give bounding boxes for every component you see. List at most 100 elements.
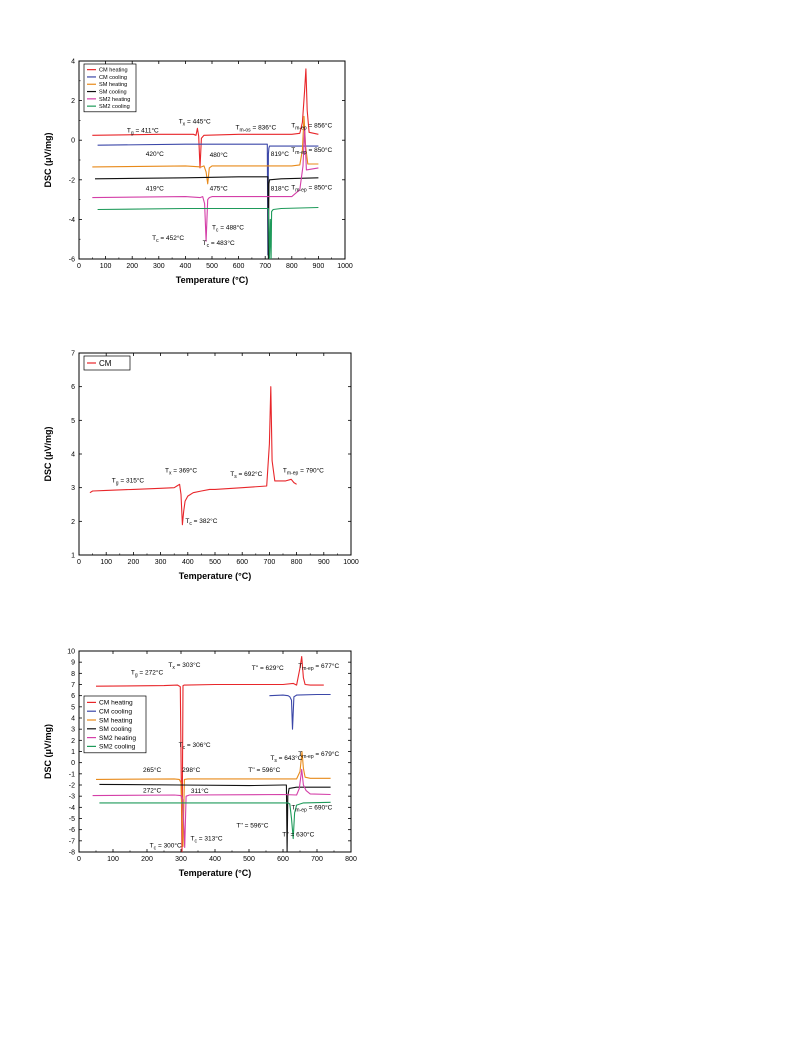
y-tick-label: 5	[71, 418, 75, 425]
y-tick-label: 8	[71, 671, 75, 678]
y-axis-label: DSC (μV/mg)	[43, 724, 53, 779]
series-group	[92, 656, 331, 852]
annotation-label: Tc = 382°C	[185, 517, 217, 527]
annotation-label: Tc = 313°C	[190, 834, 222, 844]
series-line-sm-heating	[95, 750, 331, 847]
x-tick-label: 100	[107, 856, 119, 863]
x-tick-label: 500	[206, 263, 218, 270]
series-line-sm2-heating	[92, 768, 331, 849]
x-tick-label: 700	[264, 559, 276, 566]
y-tick-label: 10	[67, 649, 75, 656]
annotation-label: Tm-ep = 850°C	[291, 146, 332, 156]
annotation-label: 480°C	[210, 151, 228, 159]
y-tick-label: 2	[71, 98, 75, 105]
y-tick-label: -8	[69, 850, 75, 857]
y-tick-label: 2	[71, 519, 75, 526]
annotation-label: T'' = 596°C	[248, 766, 280, 774]
annotation-label: Tc = 488°C	[212, 223, 244, 233]
x-tick-label: 100	[100, 559, 112, 566]
x-tick-label: 600	[236, 559, 248, 566]
legend-label: SM heating	[99, 717, 133, 724]
x-tick-label: 500	[209, 559, 221, 566]
series-line-cm	[89, 386, 297, 526]
annotation-label: Ts = 643°C	[270, 754, 302, 764]
legend-label: SM2 heating	[99, 97, 130, 103]
annotation-label: Tm-ep = 679°C	[298, 750, 339, 760]
annotation-label: T'' = 630°C	[282, 830, 314, 838]
x-tick-label: 900	[318, 559, 330, 566]
annotation-label: Tg = 272°C	[131, 668, 164, 678]
x-tick-label: 0	[77, 559, 81, 566]
y-tick-label: -1	[69, 771, 75, 778]
y-tick-label: 2	[71, 738, 75, 745]
annotation-label: T'' = 596°C	[236, 821, 268, 829]
x-tick-label: 200	[126, 263, 138, 270]
series-line-cm-heating	[92, 68, 319, 169]
x-axis-label: Temperature (°C)	[176, 275, 248, 285]
y-tick-label: 4	[71, 452, 75, 459]
x-tick-label: 800	[286, 263, 298, 270]
annotation-label: Tc = 452°C	[152, 234, 184, 244]
annotation-label: Tm-ep = 850°C	[291, 184, 332, 194]
x-tick-label: 400	[182, 559, 194, 566]
x-tick-label: 200	[128, 559, 140, 566]
x-tick-label: 1000	[337, 263, 353, 270]
series-line-sm2-heating	[92, 127, 319, 242]
x-tick-label: 300	[153, 263, 165, 270]
y-tick-label: 4	[71, 59, 75, 66]
x-tick-label: 800	[291, 559, 303, 566]
x-axis-label: Temperature (°C)	[179, 571, 251, 581]
x-tick-label: 700	[259, 263, 271, 270]
annotation-label: 420°C	[146, 150, 164, 158]
legend-box	[83, 695, 147, 754]
legend-label: SM cooling	[99, 90, 127, 96]
annotation-label: T'' = 629°C	[252, 664, 284, 672]
annotation-label: Ts = 692°C	[230, 470, 262, 480]
annotation-label: Tx = 369°C	[165, 467, 197, 477]
annotation-label: Tm-ep = 790°C	[283, 467, 324, 477]
x-axis-label: Temperature (°C)	[179, 868, 251, 878]
y-tick-label: 0	[71, 138, 75, 145]
y-tick-label: -6	[69, 257, 75, 264]
x-tick-label: 900	[313, 263, 325, 270]
annotation-label: 475°C	[210, 185, 228, 193]
legend-label: CM heating	[99, 68, 128, 74]
legend-label: SM cooling	[99, 726, 132, 733]
x-tick-label: 100	[100, 263, 112, 270]
annotation-label: Tc = 306°C	[179, 741, 211, 751]
series-line-sm-cooling	[99, 783, 331, 852]
y-tick-label: -4	[69, 805, 75, 812]
y-tick-label: 9	[71, 660, 75, 667]
x-tick-label: 300	[175, 856, 187, 863]
annotation-label: Tm-ep = 677°C	[298, 662, 339, 672]
annotation-label: Tx = 445°C	[179, 117, 211, 127]
y-tick-label: 6	[71, 693, 75, 700]
annotation-label: Tm-ep = 856°C	[291, 121, 332, 131]
y-tick-label: 4	[71, 716, 75, 723]
x-tick-label: 300	[155, 559, 167, 566]
annotation-label: Tc = 300°C	[150, 842, 182, 852]
x-tick-label: 600	[277, 856, 289, 863]
legend-box	[83, 355, 131, 371]
chart-panel-1: 0 100 200 300 400 500 600 700 800 900 1000 -6 -4 -2 0 2…	[43, 59, 353, 286]
legend-label: CM cooling	[99, 709, 132, 716]
y-axis-label: DSC (μV/mg)	[43, 426, 53, 481]
y-axis-label: DSC (μV/mg)	[43, 132, 53, 187]
annotation-label: 419°C	[146, 185, 164, 193]
annotation-label: 819°C	[271, 150, 289, 158]
y-tick-label: 5	[71, 704, 75, 711]
chart-panel-2: 0 100 200 300 400 500 600 700 800 900 1000 1 2 3 4 5 6 7 T…	[43, 351, 359, 582]
x-tick-label: 0	[77, 856, 81, 863]
series-line-sm2-cooling	[97, 206, 319, 259]
annotation-label: Tx = 303°C	[168, 661, 200, 671]
annotation-label: 265°C	[143, 766, 161, 774]
series-line-cm-cooling	[269, 693, 331, 730]
annotation-label: Tg = 411°C	[127, 126, 159, 136]
x-tick-label: 500	[243, 856, 255, 863]
annotation-label: 311°C	[191, 787, 209, 795]
annotation-label: Tg = 315°C	[112, 477, 145, 487]
x-tick-label: 400	[209, 856, 221, 863]
x-tick-label: 0	[77, 263, 81, 270]
legend-label: SM2 heating	[99, 735, 136, 742]
y-tick-label: 7	[71, 351, 75, 358]
